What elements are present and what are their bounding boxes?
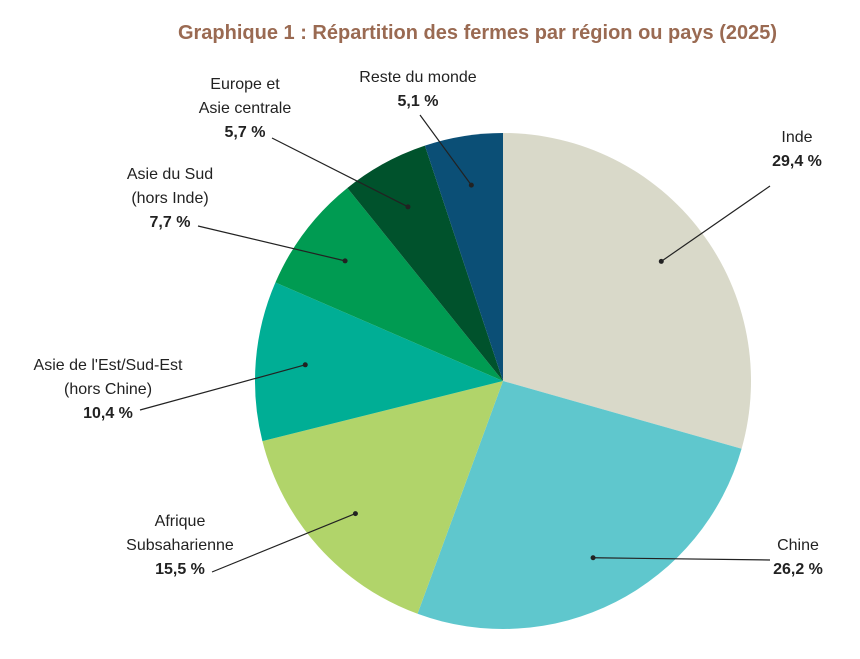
leader-line [593,557,771,561]
category-label: Asie de l'Est/Sud-Est (hors Chine) [33,357,183,398]
pie-slice [424,133,503,381]
value-label: 29,4 % [772,153,822,170]
slice-label: Reste du monde 5,1 % [318,66,518,114]
leader-dot [590,555,596,561]
value-label: 26,2 % [773,561,823,578]
leader-dot [405,204,411,210]
slice-label: Asie de l'Est/Sud-Est (hors Chine) 10,4 % [8,354,208,426]
leader-line [271,137,409,208]
leader-line [660,185,771,262]
slice-label: Chine 26,2 % [698,534,860,582]
leader-line [211,513,356,573]
value-label: 5,7 % [224,124,266,141]
leader-dot [468,182,474,188]
pie-slice [255,282,503,442]
category-label: Reste du monde [359,69,477,86]
slice-label: Afrique Subsaharienne 15,5 % [80,510,280,582]
category-label: Afrique Subsaharienne [126,513,234,554]
leader-dot [658,258,664,264]
value-label: 7,7 % [149,214,191,231]
category-label: Chine [777,537,819,554]
slice-label: Europe et Asie centrale 5,7 % [145,73,345,145]
leader-dot [302,362,308,368]
value-label: 15,5 % [155,561,205,578]
slice-label: Asie du Sud (hors Inde) 7,7 % [70,163,270,235]
leader-line [419,114,472,186]
pie-slice [262,381,503,614]
slice-label: Inde 29,4 % [697,126,860,174]
category-label: Inde [781,129,813,146]
chart-title: Graphique 1 : Répartition des fermes par… [177,22,778,44]
leader-line [139,364,306,411]
value-label: 10,4 % [83,405,133,422]
category-label: Europe et Asie centrale [198,76,292,117]
pie-slice [503,133,752,449]
category-label: Asie du Sud (hors Inde) [126,166,214,207]
pie-slice [275,187,503,381]
pie-slice [347,145,503,381]
leader-dot [352,511,358,517]
value-label: 5,1 % [397,93,439,110]
leader-dot [342,258,348,264]
pie-slice [417,381,742,629]
leader-line [197,225,346,262]
